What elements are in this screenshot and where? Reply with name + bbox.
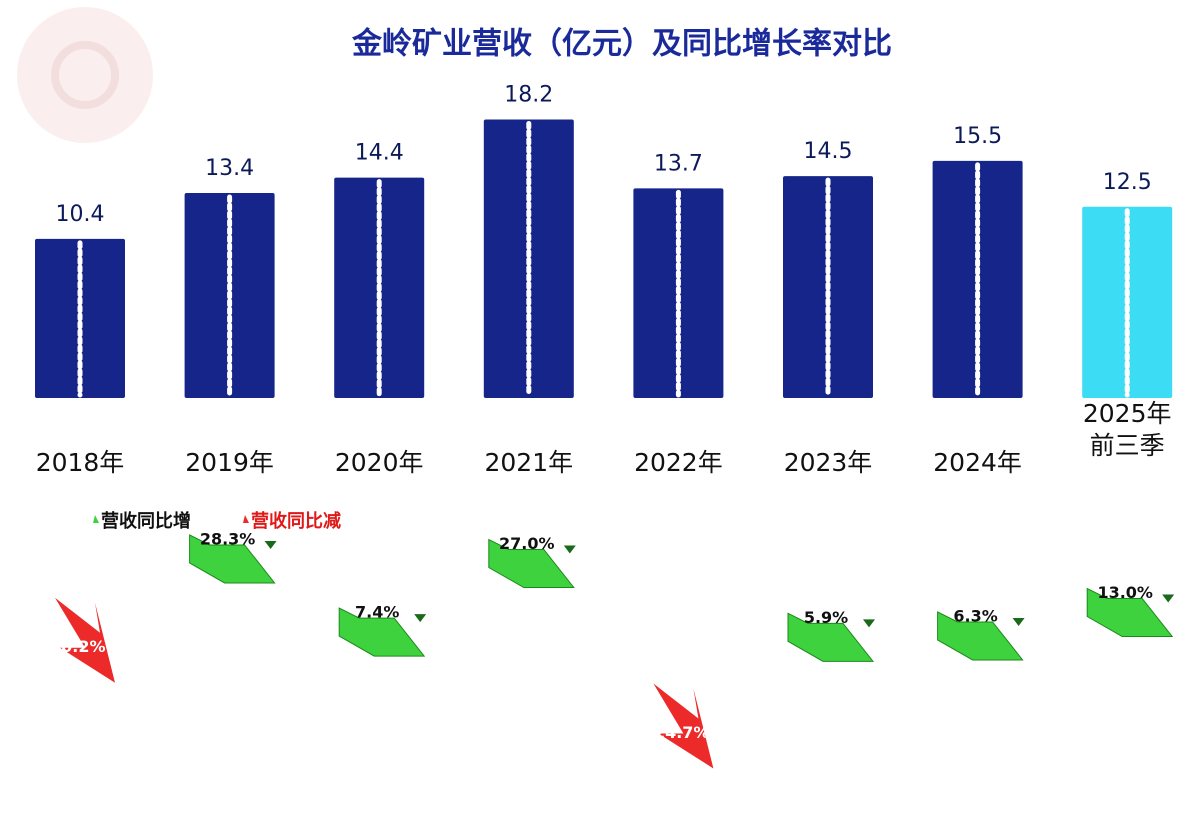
- chart-title: 金岭矿业营收（亿元）及同比增长率对比: [351, 27, 892, 62]
- value-label: 27.0%: [499, 534, 555, 553]
- x-tick-label: 2022年: [634, 448, 723, 477]
- legend-label: 营收同比减: [251, 510, 341, 532]
- value-label: 13.7: [654, 151, 703, 176]
- value-label: 15.5: [953, 124, 1002, 149]
- arrow-tip: [414, 614, 427, 623]
- x-tick-label: 2024年: [933, 448, 1022, 477]
- value-label: 5.9%: [804, 608, 848, 627]
- arrow-tip: [563, 545, 576, 554]
- value-label: -0.2%: [54, 637, 105, 656]
- legend-marker: [243, 515, 249, 523]
- arrow-tip: [1162, 594, 1175, 603]
- legend-label: 营收同比增: [101, 510, 191, 532]
- x-tick-label: 2025年前三季: [1082, 399, 1172, 460]
- growth-arrow: [488, 538, 575, 588]
- value-label: -24.7%: [647, 723, 709, 742]
- growth-arrow: [1086, 587, 1174, 637]
- value-label: 7.4%: [355, 603, 399, 622]
- x-tick-label: 2020年: [334, 448, 424, 477]
- growth-arrow: [338, 607, 426, 657]
- value-label: 28.3%: [200, 529, 256, 548]
- value-label: 10.4: [56, 202, 105, 227]
- watermark: [51, 41, 119, 109]
- value-label: 12.5: [1103, 170, 1152, 195]
- decline-arrow: [653, 683, 714, 769]
- growth-arrow: [787, 612, 875, 662]
- value-label: 14.5: [804, 139, 853, 164]
- x-tick-label: 2018年: [35, 448, 125, 477]
- value-label: 13.4: [205, 156, 254, 181]
- x-tick-label: 2019年: [185, 448, 274, 477]
- growth-arrow: [937, 611, 1024, 661]
- value-label: 13.0%: [1097, 583, 1153, 602]
- value-label: 18.2: [504, 83, 553, 108]
- x-tick-label: 2021年: [484, 448, 574, 477]
- decline-arrow: [55, 597, 115, 683]
- arrow-tip: [863, 619, 875, 628]
- value-label: 14.4: [355, 141, 404, 166]
- watermark: [17, 7, 153, 143]
- arrow-tip: [1012, 617, 1025, 626]
- value-label: 6.3%: [953, 606, 997, 625]
- arrow-tip: [264, 540, 277, 549]
- legend-marker: [93, 515, 99, 523]
- x-tick-label: 2023年: [783, 448, 873, 477]
- growth-arrow: [189, 534, 276, 584]
